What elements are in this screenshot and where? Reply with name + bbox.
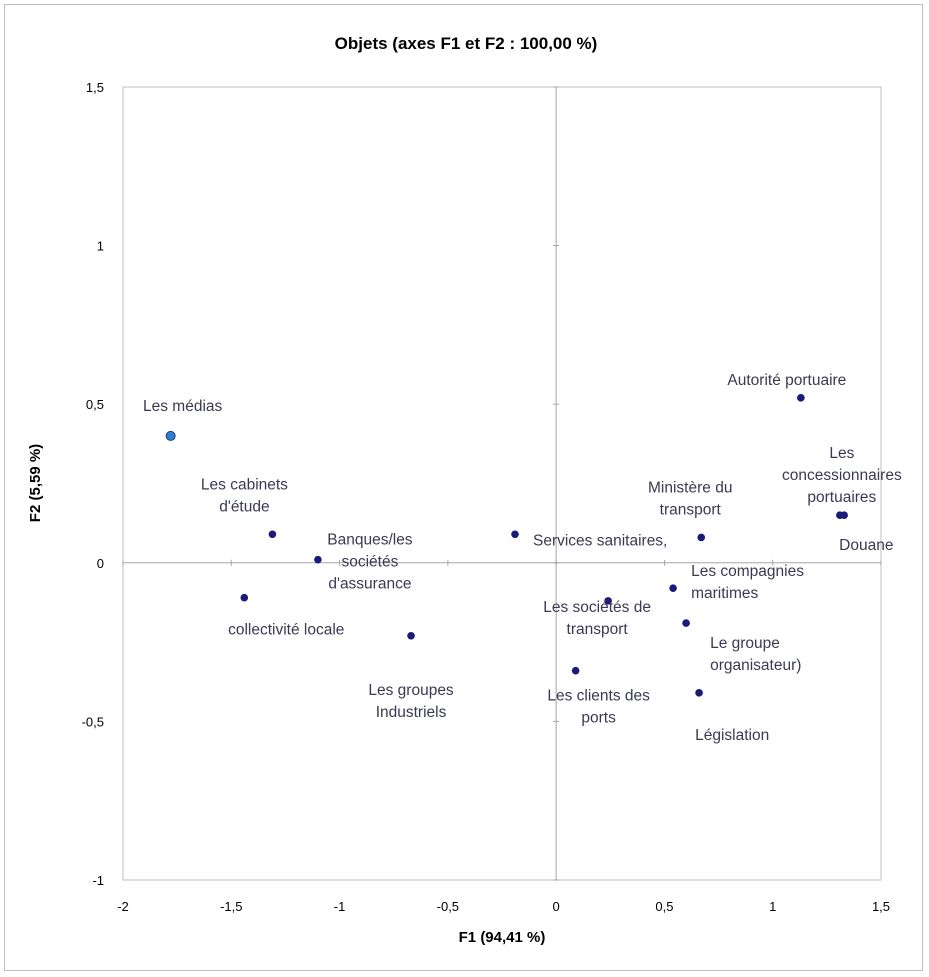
point-label: organisateur) <box>710 657 801 674</box>
y-axis-title: F2 (5,59 %) <box>27 444 44 522</box>
point-label: concessionnaires <box>782 467 902 484</box>
point-label: Législation <box>695 727 769 744</box>
point-label: sociétés <box>341 554 398 571</box>
point-label: Banques/les <box>327 532 413 549</box>
x-tick-label: 0 <box>553 899 560 914</box>
point-label: Les clients des <box>547 688 650 705</box>
x-tick-label: -1 <box>334 899 346 914</box>
x-axis-title: F1 (94,41 %) <box>459 929 546 946</box>
data-point <box>571 666 580 675</box>
point-label: Les médias <box>143 398 223 415</box>
data-point <box>314 555 322 564</box>
data-point <box>604 597 612 605</box>
data-point <box>797 394 805 402</box>
point-label: transport <box>660 501 722 518</box>
y-tick-label: 0 <box>97 556 104 571</box>
point-label: Les sociétés de <box>543 599 651 616</box>
data-point <box>669 584 677 592</box>
point-label: transport <box>567 621 629 638</box>
tick-labels: -2 -1,5 -1 -0,5 0 0,5 1 1,5 -1 -0,5 0 0,5 1 1,5 <box>82 80 890 914</box>
plot-area <box>122 86 882 881</box>
data-point <box>240 593 249 602</box>
point-label: Ministère du <box>648 479 732 496</box>
x-tick-label: 0,5 <box>655 899 673 914</box>
point-label: collectivité locale <box>228 622 344 639</box>
point-label: Les <box>829 445 854 462</box>
point-label: d'assurance <box>328 576 411 593</box>
y-tick-label: 1,5 <box>86 80 104 95</box>
data-points <box>165 394 848 697</box>
x-tick-label: -2 <box>117 899 129 914</box>
y-tick-label: -1 <box>92 873 104 888</box>
point-label: Services sanitaires, <box>533 532 667 549</box>
y-tick-label: 1 <box>97 239 104 254</box>
data-point <box>840 511 848 520</box>
point-label: Les groupes <box>368 682 454 699</box>
data-point <box>682 619 690 627</box>
data-point <box>511 530 519 539</box>
point-label: maritimes <box>691 585 758 602</box>
data-point <box>697 533 706 542</box>
point-label: Les cabinets <box>201 476 288 493</box>
axes <box>122 86 882 881</box>
point-label: Les compagnies <box>691 563 804 580</box>
data-point <box>165 430 176 441</box>
point-label: Industriels <box>376 704 447 721</box>
data-point <box>695 689 703 697</box>
point-label: portuaires <box>807 489 876 506</box>
y-tick-label: -0,5 <box>82 714 104 729</box>
chart-frame <box>4 4 923 971</box>
data-point <box>407 631 415 640</box>
y-tick-label: 0,5 <box>86 397 104 412</box>
point-label: Autorité portuaire <box>727 372 846 389</box>
point-label: d'étude <box>219 498 269 515</box>
point-label: Douane <box>839 537 893 554</box>
x-tick-label: -1,5 <box>220 899 242 914</box>
data-point <box>268 530 277 539</box>
point-label: Le groupe <box>710 635 780 652</box>
x-tick-label: -0,5 <box>437 899 459 914</box>
x-tick-label: 1 <box>769 899 776 914</box>
point-label: ports <box>581 710 616 727</box>
point-labels: Les médias Les cabinets d'étude Banques/les… <box>143 372 902 744</box>
chart-title: Objets (axes F1 et F2 : 100,00 %) <box>335 34 598 53</box>
x-tick-label: 1,5 <box>872 899 890 914</box>
